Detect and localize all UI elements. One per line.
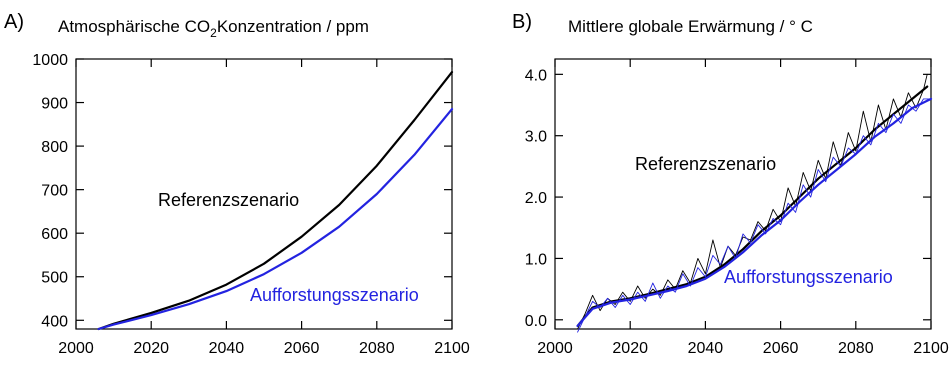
panel-a-series bbox=[97, 70, 454, 331]
panel-a-letter: A) bbox=[4, 11, 24, 33]
panel-a-title-post: Konzentration / ppm bbox=[217, 17, 369, 36]
panel-b-series bbox=[576, 73, 933, 333]
panel-b-x-tick-label: 2100 bbox=[913, 340, 949, 357]
panel-b-x-tick-label: 2060 bbox=[763, 340, 799, 357]
panel-b-x-tick-label: 2080 bbox=[838, 340, 874, 357]
panel-a-x-tick-label: 2080 bbox=[359, 340, 395, 357]
panel-b-series-line-3 bbox=[576, 97, 933, 327]
panel-a-y-tick-label: 600 bbox=[41, 226, 68, 243]
panel-a-afforestation-label: Aufforstungsszenario bbox=[250, 285, 419, 305]
panel-a-reference-label: Referenzszenario bbox=[158, 190, 299, 210]
panel-a-plot-frame bbox=[75, 58, 453, 330]
panel-a-y-tick-label: 800 bbox=[41, 139, 68, 156]
panel-a-series-line-1 bbox=[97, 70, 454, 331]
panel-a-x-tick-label: 2020 bbox=[133, 340, 169, 357]
panel-a-x-tick-label: 2040 bbox=[209, 340, 245, 357]
panel-b-title: Mittlere globale Erwärmung / ° C bbox=[568, 17, 813, 36]
panel-a-ticks: 2000 2020 2040 2060 2080 2100 400 500 600 700 800 9… bbox=[32, 52, 469, 357]
panel-b-series-line-1 bbox=[576, 85, 929, 327]
panel-a-title: Atmosphärische CO2Konzentration / ppm bbox=[58, 17, 369, 40]
panel-a-y-tick-label: 1000 bbox=[32, 52, 68, 69]
panel-b-chart: B) Mittlere globale Erwärmung / ° C 2000… bbox=[512, 11, 949, 357]
panel-a-chart: A) Atmosphärische CO2Konzentration / ppm… bbox=[4, 11, 470, 357]
panel-a-y-tick-label: 500 bbox=[41, 270, 68, 287]
panel-a-title-pre: Atmosphärische CO bbox=[58, 17, 210, 36]
panel-b-series-line-2 bbox=[577, 73, 928, 330]
panel-b-y-tick-label: 2.0 bbox=[525, 190, 547, 207]
panel-b-y-tick-label: 0.0 bbox=[525, 313, 547, 330]
panel-b-letter: B) bbox=[512, 11, 532, 33]
panel-b-ticks: 2000 2020 2040 2060 2080 2100 0.0 1.0 2.0 3.0 4.0 bbox=[525, 59, 949, 357]
panel-a-x-tick-label: 2000 bbox=[58, 340, 94, 357]
panel-a-x-tick-label: 2100 bbox=[434, 340, 470, 357]
panel-b-x-tick-label: 2020 bbox=[612, 340, 648, 357]
panel-a-title-sub: 2 bbox=[210, 26, 217, 40]
panel-a-y-tick-label: 900 bbox=[41, 96, 68, 113]
panel-b-y-tick-label: 1.0 bbox=[525, 251, 547, 268]
panel-b-y-tick-label: 3.0 bbox=[525, 129, 547, 146]
panel-b-reference-label: Referenzszenario bbox=[635, 154, 776, 174]
panel-a-x-tick-label: 2060 bbox=[284, 340, 320, 357]
panel-b-y-tick-label: 4.0 bbox=[525, 67, 547, 84]
panel-b-plot-frame bbox=[554, 58, 932, 330]
panel-b-afforestation-label: Aufforstungsszenario bbox=[724, 267, 893, 287]
panel-b-x-tick-label: 2000 bbox=[537, 340, 573, 357]
panel-a-y-tick-label: 400 bbox=[41, 313, 68, 330]
panel-a-series-line-2 bbox=[97, 107, 454, 331]
panel-a-y-tick-label: 700 bbox=[41, 183, 68, 200]
panel-b-x-tick-label: 2040 bbox=[688, 340, 724, 357]
panel-b-series-line-4 bbox=[577, 98, 932, 333]
